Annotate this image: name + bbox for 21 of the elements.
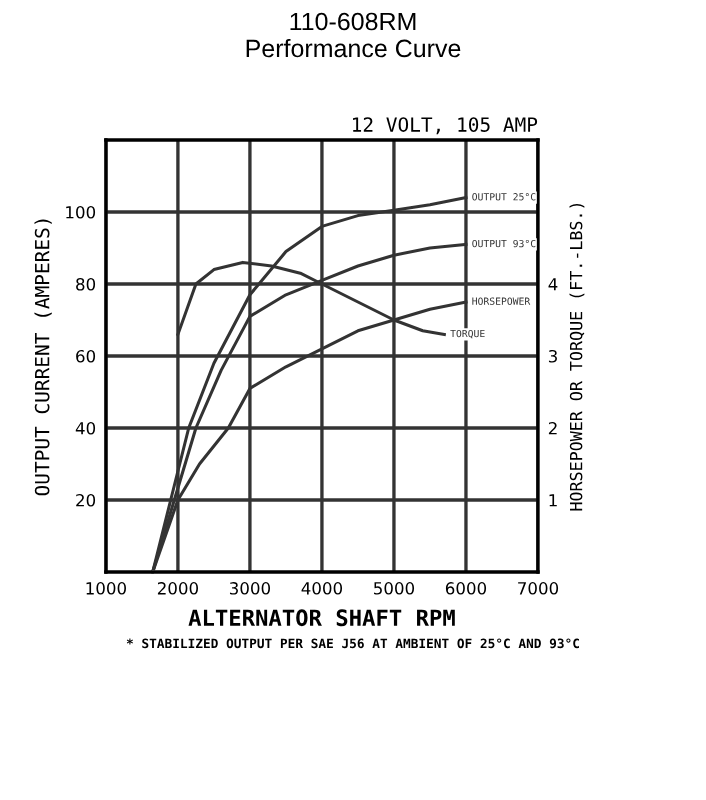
y2-tick-label: 2: [548, 421, 557, 435]
y2-tick-label: 1: [549, 494, 557, 507]
y-tick-label: 80: [76, 277, 96, 291]
y-tick-label: 60: [76, 349, 96, 363]
x-tick-label: 3000: [229, 582, 271, 595]
y-tick-label: 20: [76, 493, 96, 507]
x-tick-label: 2000: [157, 582, 199, 595]
x-tick-label: 4000: [301, 582, 343, 595]
chart-title: 110-608RM Performance Curve: [246, 12, 461, 58]
y2-axis-title: HORSEPOWER OR TORQUE (FT.-LBS.): [569, 203, 585, 511]
x-tick-label: 7000: [518, 582, 559, 595]
y-tick-label: 40: [75, 421, 96, 435]
x-tick-label: 5000: [374, 582, 415, 595]
x-tick-label: 1000: [86, 582, 126, 595]
x-tick-label: 6000: [445, 582, 487, 595]
y2-tick-label: 3: [548, 349, 557, 363]
y2-tick-label: 4: [548, 278, 558, 291]
chart-subtitle: 12 VOLT, 105 AMP: [353, 117, 538, 135]
x-axis-title: ALTERNATOR SHAFT RPM: [188, 609, 455, 627]
y-tick-label: 100: [66, 205, 96, 219]
y-axis-title: OUTPUT CURRENT (AMPERES): [34, 219, 52, 496]
